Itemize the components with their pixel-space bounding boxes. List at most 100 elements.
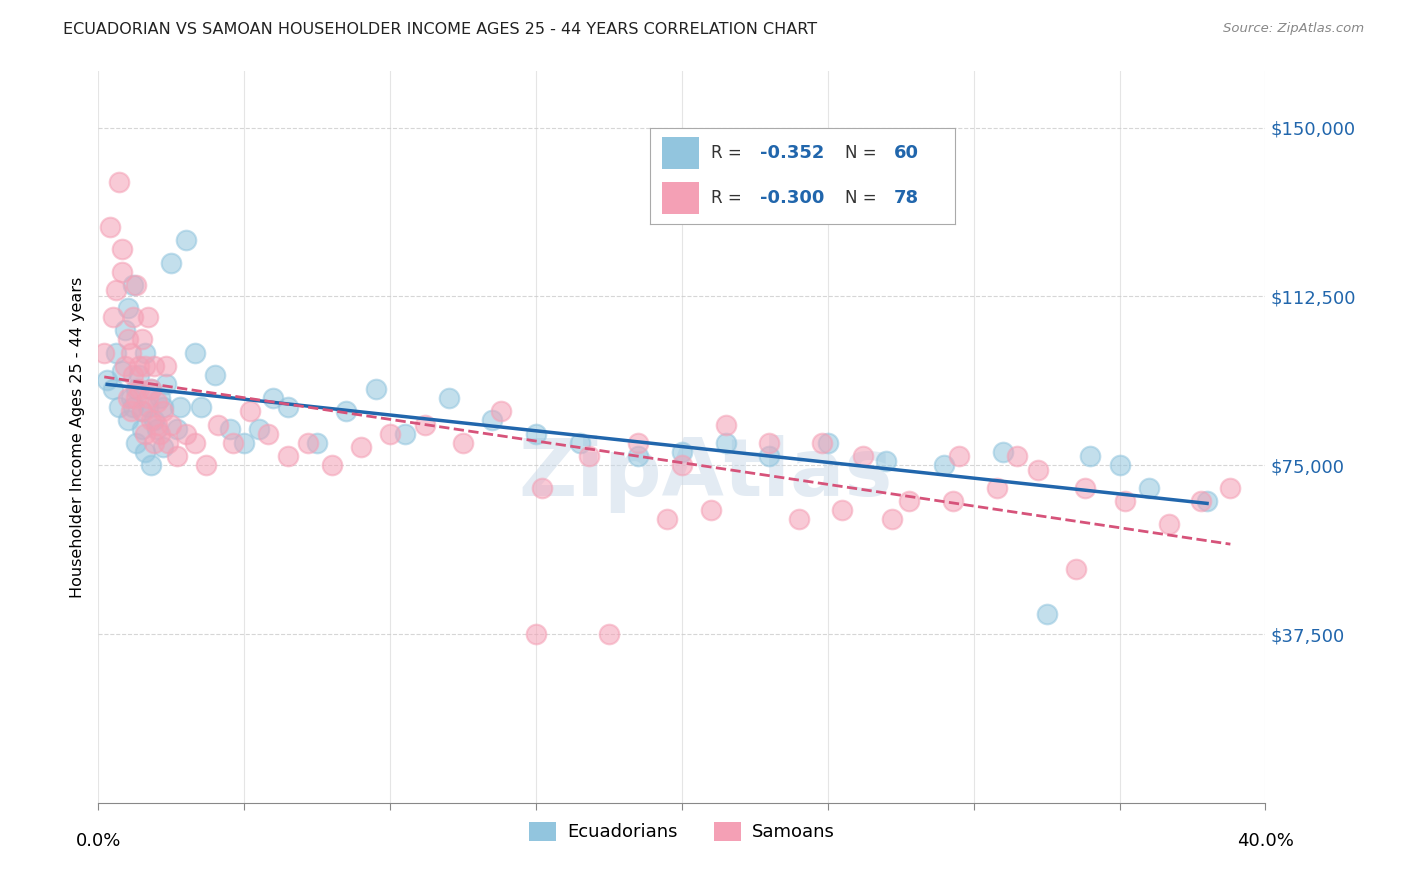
Point: [101, 382, 124, 396]
Point: [207, 417, 229, 432]
Point: [136, 400, 159, 414]
Point: [524, 627, 547, 641]
Text: 40.0%: 40.0%: [1237, 832, 1294, 850]
Point: [120, 404, 142, 418]
Point: [221, 435, 243, 450]
Point: [146, 395, 169, 409]
Point: [277, 449, 299, 463]
Point: [155, 359, 177, 374]
Point: [256, 426, 278, 441]
Point: [307, 435, 329, 450]
Point: [335, 404, 357, 418]
Point: [134, 444, 156, 458]
Point: [942, 494, 965, 508]
Text: N =: N =: [845, 189, 882, 207]
Point: [136, 391, 159, 405]
Point: [247, 422, 270, 436]
Point: [157, 435, 180, 450]
Point: [671, 444, 693, 458]
Point: [117, 391, 139, 405]
Point: [152, 404, 174, 418]
Point: [380, 426, 402, 441]
Point: [117, 332, 139, 346]
Point: [1114, 494, 1136, 508]
Point: [152, 440, 174, 454]
Point: [817, 435, 839, 450]
Point: [852, 449, 875, 463]
Point: [190, 400, 212, 414]
Point: [875, 453, 897, 467]
Point: [831, 503, 853, 517]
Point: [128, 359, 150, 374]
Point: [174, 426, 197, 441]
Point: [898, 494, 921, 508]
Point: [125, 382, 148, 396]
Point: [146, 422, 169, 436]
Legend: Ecuadorians, Samoans: Ecuadorians, Samoans: [522, 814, 842, 848]
Point: [122, 310, 145, 324]
Point: [297, 435, 319, 450]
Point: [131, 404, 153, 418]
Point: [758, 449, 780, 463]
Point: [1026, 463, 1049, 477]
Point: [364, 382, 387, 396]
Point: [122, 400, 145, 414]
Point: [1035, 607, 1057, 621]
Point: [131, 332, 153, 346]
Point: [160, 255, 183, 269]
Point: [321, 458, 343, 473]
Point: [125, 391, 148, 405]
Point: [174, 233, 197, 247]
Point: [131, 404, 153, 418]
Point: [166, 422, 188, 436]
Y-axis label: Householder Income Ages 25 - 44 years: Householder Income Ages 25 - 44 years: [69, 277, 84, 598]
FancyBboxPatch shape: [662, 183, 699, 214]
Point: [1219, 481, 1241, 495]
Point: [125, 278, 148, 293]
Point: [262, 391, 284, 405]
Point: [195, 458, 218, 473]
Point: [160, 417, 183, 432]
Point: [152, 400, 174, 414]
Point: [568, 435, 591, 450]
Point: [128, 368, 150, 383]
Point: [125, 435, 148, 450]
Point: [481, 413, 503, 427]
Point: [218, 422, 240, 436]
Point: [120, 391, 142, 405]
Point: [131, 422, 153, 436]
Point: [489, 404, 512, 418]
Point: [142, 359, 165, 374]
Point: [934, 458, 956, 473]
Point: [142, 435, 165, 450]
Point: [146, 417, 169, 432]
Point: [111, 265, 134, 279]
Point: [758, 435, 780, 450]
Point: [811, 435, 834, 450]
Point: [1159, 516, 1181, 531]
Point: [714, 435, 737, 450]
Point: [578, 449, 600, 463]
Point: [239, 404, 262, 418]
Point: [991, 444, 1014, 458]
Text: N =: N =: [845, 144, 882, 161]
Point: [134, 359, 156, 374]
Point: [183, 435, 205, 450]
Point: [101, 310, 124, 324]
Text: ECUADORIAN VS SAMOAN HOUSEHOLDER INCOME AGES 25 - 44 YEARS CORRELATION CHART: ECUADORIAN VS SAMOAN HOUSEHOLDER INCOME …: [63, 22, 817, 37]
Point: [986, 481, 1008, 495]
Point: [350, 440, 373, 454]
Point: [139, 458, 162, 473]
Point: [700, 503, 723, 517]
Point: [277, 400, 299, 414]
Point: [93, 345, 115, 359]
Point: [111, 364, 134, 378]
Point: [98, 219, 121, 234]
Point: [948, 449, 970, 463]
Point: [108, 175, 131, 189]
Point: [451, 435, 474, 450]
Point: [134, 426, 156, 441]
Point: [139, 382, 162, 396]
Point: [136, 310, 159, 324]
Point: [104, 283, 127, 297]
